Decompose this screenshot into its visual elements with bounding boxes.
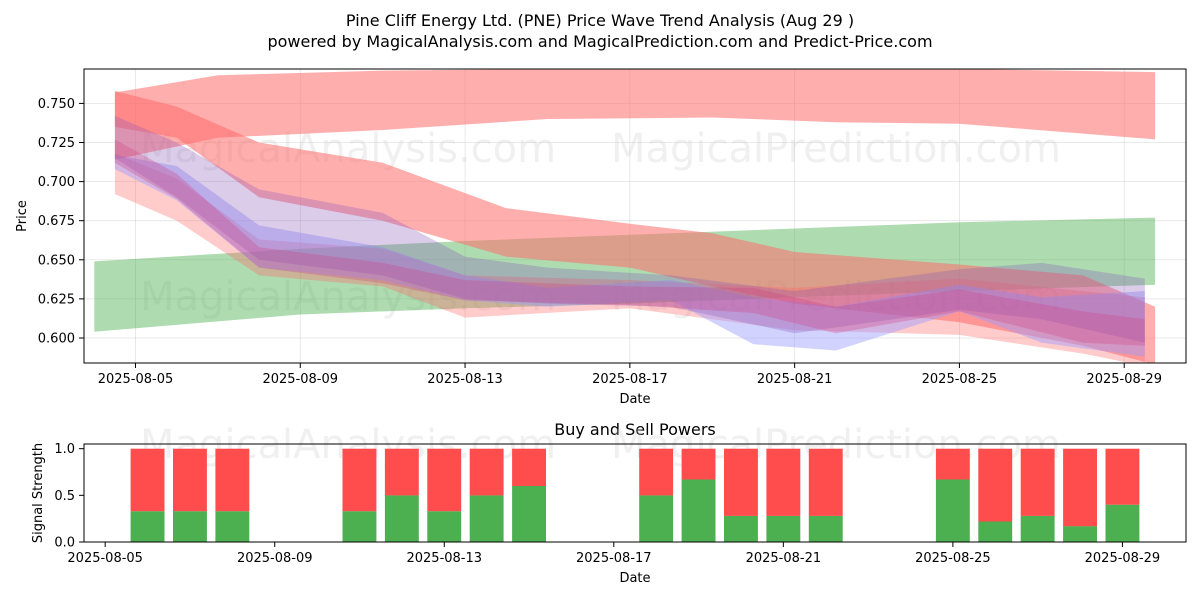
price-x-tick-label-5: 2025-08-25 xyxy=(922,372,998,387)
price-band-6 xyxy=(114,139,1145,346)
sell-bar-15 xyxy=(1020,448,1055,516)
price-y-label: Price xyxy=(15,200,30,232)
sell-bar-12 xyxy=(808,448,843,516)
sell-bar-5 xyxy=(427,448,462,512)
buy-bar-11 xyxy=(766,515,801,542)
price-y-tick-label-4: 0.700 xyxy=(38,175,75,190)
price-x-tick-label-3: 2025-08-17 xyxy=(592,372,668,387)
price-x-tick-label-1: 2025-08-09 xyxy=(262,372,338,387)
figure-subtitle: powered by MagicalAnalysis.com and Magic… xyxy=(267,32,932,51)
buy-bar-12 xyxy=(808,515,843,542)
sell-bar-1 xyxy=(173,448,207,512)
price-y-tick-label-0: 0.600 xyxy=(38,331,75,346)
sell-bar-8 xyxy=(639,448,674,496)
signal-x-tick-label-3: 2025-08-17 xyxy=(576,551,652,566)
price-y-tick-label-1: 0.625 xyxy=(38,292,75,307)
signal-plot-frame xyxy=(83,443,1187,543)
signal-y-tick-label-0: 0.0 xyxy=(54,536,75,551)
price-y-tick-label-3: 0.675 xyxy=(38,214,75,229)
price-x-tick-label-2: 2025-08-13 xyxy=(427,372,503,387)
signal-x-tick-label-6: 2025-08-29 xyxy=(1085,551,1161,566)
price-band-1 xyxy=(94,217,1156,332)
sell-bar-3 xyxy=(342,448,377,512)
signal-x-tick-label-1: 2025-08-09 xyxy=(237,551,313,566)
buy-bar-0 xyxy=(130,511,165,542)
price-band-3 xyxy=(114,153,1145,363)
price-x-tick-label-0: 2025-08-05 xyxy=(98,372,174,387)
signal-chart-title: Buy and Sell Powers xyxy=(554,420,716,439)
sell-bar-4 xyxy=(384,448,419,496)
price-band-2 xyxy=(114,90,1156,363)
signal-x-tick-label-4: 2025-08-21 xyxy=(746,551,822,566)
buy-bar-17 xyxy=(1105,504,1140,542)
price-plot-frame xyxy=(83,68,1187,364)
price-band-0 xyxy=(114,69,1156,160)
price-y-tick-label-2: 0.650 xyxy=(38,253,75,268)
buy-bar-1 xyxy=(173,511,207,542)
price-x-tick-label-4: 2025-08-21 xyxy=(757,372,833,387)
buy-bar-4 xyxy=(384,495,419,542)
price-band-5 xyxy=(114,115,1145,343)
sell-bar-11 xyxy=(766,448,801,516)
signal-y-tick-label-2: 1.0 xyxy=(54,442,75,457)
price-y-ticks: 0.600 0.625 0.650 0.675 0.700 0.725 0.750 xyxy=(38,97,84,346)
signal-y-label: Signal Strength xyxy=(31,443,46,543)
buy-bar-10 xyxy=(724,515,758,542)
price-x-ticks: 2025-08-05 2025-08-09 2025-08-13 2025-08-17… xyxy=(98,363,1162,387)
figure-title: Pine Cliff Energy Ltd. (PNE) Price Wave … xyxy=(346,11,854,30)
watermark-prediction: MagicalPrediction.com xyxy=(611,126,1061,172)
signal-x-tick-label-5: 2025-08-25 xyxy=(915,551,991,566)
price-x-label: Date xyxy=(619,392,650,407)
buy-bar-14 xyxy=(978,521,1013,542)
sell-bar-0 xyxy=(130,448,165,512)
sell-bar-16 xyxy=(1063,448,1097,527)
buy-bar-5 xyxy=(427,511,462,542)
price-x-tick-label-6: 2025-08-29 xyxy=(1086,372,1162,387)
signal-x-ticks: 2025-08-05 2025-08-09 2025-08-13 2025-08-17… xyxy=(67,542,1160,566)
signal-x-tick-label-2: 2025-08-13 xyxy=(406,551,482,566)
signal-x-label: Date xyxy=(619,571,650,586)
buy-bar-6 xyxy=(469,495,504,542)
buy-bar-3 xyxy=(342,511,377,542)
signal-x-tick-label-0: 2025-08-05 xyxy=(67,551,143,566)
signal-bars xyxy=(130,448,1140,542)
buy-bar-8 xyxy=(639,495,674,542)
price-bands xyxy=(94,69,1156,363)
signal-chart: Buy and Sell Powers MagicalAnalysis.com … xyxy=(31,420,1187,586)
sell-bar-14 xyxy=(978,448,1013,522)
signal-y-ticks: 0.0 0.5 1.0 xyxy=(54,442,84,551)
sell-bar-10 xyxy=(724,448,758,516)
buy-bar-2 xyxy=(215,511,250,542)
signal-y-tick-label-1: 0.5 xyxy=(54,489,75,504)
price-y-tick-label-6: 0.750 xyxy=(38,97,75,112)
buy-bar-16 xyxy=(1063,526,1097,542)
price-band-4 xyxy=(114,155,1145,357)
buy-bar-15 xyxy=(1020,515,1055,542)
price-chart: MagicalAnalysis.com MagicalPrediction.co… xyxy=(15,68,1187,407)
sell-bar-17 xyxy=(1105,448,1140,505)
sell-bar-13 xyxy=(935,448,970,480)
sell-bar-9 xyxy=(681,448,716,480)
sell-bar-6 xyxy=(469,448,504,496)
sell-bar-2 xyxy=(215,448,250,512)
buy-bar-7 xyxy=(512,486,546,542)
price-y-tick-label-5: 0.725 xyxy=(38,136,75,151)
sell-bar-7 xyxy=(512,448,546,486)
watermark-analysis-2: MagicalAnalysis.com xyxy=(140,274,556,320)
buy-bar-9 xyxy=(681,479,716,542)
buy-bar-13 xyxy=(935,479,970,542)
